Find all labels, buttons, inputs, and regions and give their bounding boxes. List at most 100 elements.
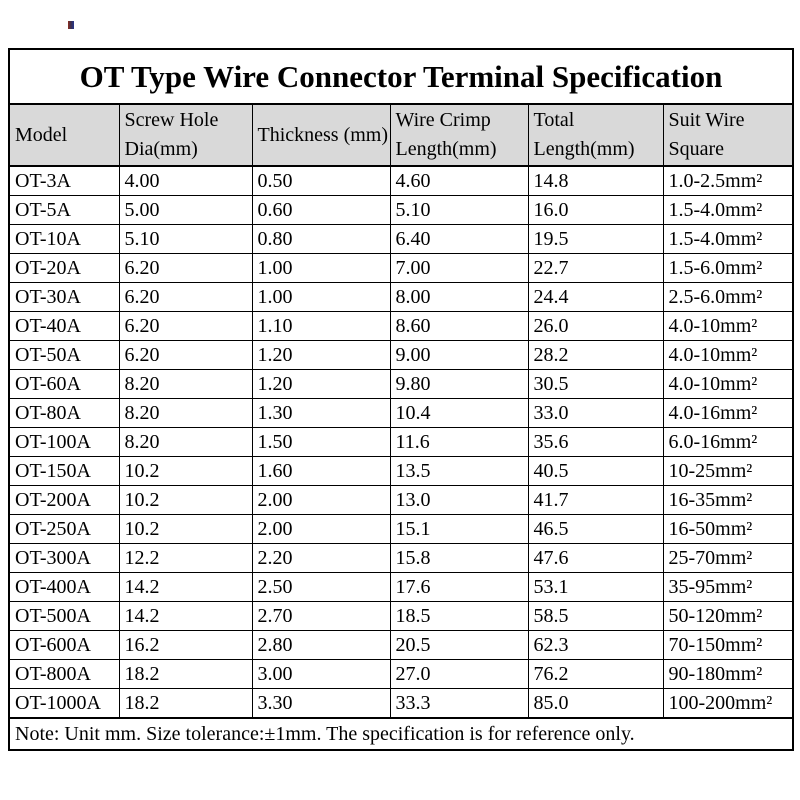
cell-model: OT-600A	[8, 630, 120, 660]
cell-screw_hole_dia: 8.20	[118, 398, 253, 428]
cell-screw_hole_dia: 4.00	[118, 165, 253, 196]
cell-suit_wire_square: 4.0-10mm²	[662, 340, 794, 370]
cell-screw_hole_dia: 6.20	[118, 340, 253, 370]
cell-model: OT-60A	[8, 369, 120, 399]
cell-thickness: 1.00	[251, 253, 391, 283]
cell-suit_wire_square: 70-150mm²	[662, 630, 794, 660]
table-row: OT-300A 12.2 2.20 15.8 47.6 25-70mm²	[8, 543, 794, 573]
table-row: OT-3A 4.00 0.50 4.60 14.8 1.0-2.5mm²	[8, 165, 794, 196]
table-row: OT-80A 8.20 1.30 10.4 33.0 4.0-16mm²	[8, 398, 794, 428]
cell-total_length: 85.0	[527, 688, 664, 719]
cell-model: OT-800A	[8, 659, 120, 689]
cell-suit_wire_square: 16-50mm²	[662, 514, 794, 544]
cell-total_length: 33.0	[527, 398, 664, 428]
cell-screw_hole_dia: 8.20	[118, 369, 253, 399]
cell-thickness: 1.30	[251, 398, 391, 428]
cell-thickness: 1.20	[251, 369, 391, 399]
cell-wire_crimp_length: 9.00	[389, 340, 529, 370]
column-header-suit_wire_square: Suit Wire Square	[662, 103, 794, 167]
cell-screw_hole_dia: 8.20	[118, 427, 253, 457]
cell-model: OT-40A	[8, 311, 120, 341]
column-header-screw_hole_dia: Screw Hole Dia(mm)	[118, 103, 253, 167]
note-text: Note: Unit mm. Size tolerance:±1mm. The …	[8, 717, 794, 751]
header-row: Model Screw Hole Dia(mm) Thickness (mm) Wir…	[8, 103, 794, 167]
column-header-wire_crimp_length: Wire Crimp Length(mm)	[389, 103, 529, 167]
cell-screw_hole_dia: 18.2	[118, 659, 253, 689]
cell-screw_hole_dia: 16.2	[118, 630, 253, 660]
cell-wire_crimp_length: 13.5	[389, 456, 529, 486]
cell-screw_hole_dia: 5.00	[118, 195, 253, 225]
table-row: OT-400A 14.2 2.50 17.6 53.1 35-95mm²	[8, 572, 794, 602]
cell-wire_crimp_length: 5.10	[389, 195, 529, 225]
cell-total_length: 40.5	[527, 456, 664, 486]
column-header-thickness: Thickness (mm)	[251, 103, 391, 167]
cell-wire_crimp_length: 13.0	[389, 485, 529, 515]
cell-wire_crimp_length: 9.80	[389, 369, 529, 399]
cell-total_length: 47.6	[527, 543, 664, 573]
cell-suit_wire_square: 6.0-16mm²	[662, 427, 794, 457]
cell-wire_crimp_length: 4.60	[389, 165, 529, 196]
table-row: OT-60A 8.20 1.20 9.80 30.5 4.0-10mm²	[8, 369, 794, 399]
cell-model: OT-10A	[8, 224, 120, 254]
spec-table: OT Type Wire Connector Terminal Specific…	[8, 48, 795, 751]
table-row: OT-30A 6.20 1.00 8.00 24.4 2.5-6.0mm²	[8, 282, 794, 312]
cell-model: OT-3A	[8, 165, 120, 196]
cell-thickness: 2.20	[251, 543, 391, 573]
cell-thickness: 0.50	[251, 165, 391, 196]
cell-model: OT-50A	[8, 340, 120, 370]
cell-total_length: 62.3	[527, 630, 664, 660]
cell-screw_hole_dia: 6.20	[118, 282, 253, 312]
cell-total_length: 22.7	[527, 253, 664, 283]
table-row: OT-20A 6.20 1.00 7.00 22.7 1.5-6.0mm²	[8, 253, 794, 283]
cell-total_length: 14.8	[527, 165, 664, 196]
cell-suit_wire_square: 100-200mm²	[662, 688, 794, 719]
cell-thickness: 2.00	[251, 514, 391, 544]
table-row: OT-800A 18.2 3.00 27.0 76.2 90-180mm²	[8, 659, 794, 689]
table-row: OT-250A 10.2 2.00 15.1 46.5 16-50mm²	[8, 514, 794, 544]
cell-screw_hole_dia: 10.2	[118, 456, 253, 486]
cell-wire_crimp_length: 15.8	[389, 543, 529, 573]
cell-model: OT-250A	[8, 514, 120, 544]
cell-thickness: 1.00	[251, 282, 391, 312]
cell-suit_wire_square: 1.5-6.0mm²	[662, 253, 794, 283]
cell-suit_wire_square: 35-95mm²	[662, 572, 794, 602]
cell-wire_crimp_length: 18.5	[389, 601, 529, 631]
table-row: OT-150A 10.2 1.60 13.5 40.5 10-25mm²	[8, 456, 794, 486]
table-row: OT-100A 8.20 1.50 11.6 35.6 6.0-16mm²	[8, 427, 794, 457]
cell-wire_crimp_length: 27.0	[389, 659, 529, 689]
cell-model: OT-1000A	[8, 688, 120, 719]
cell-thickness: 2.70	[251, 601, 391, 631]
table-body: OT Type Wire Connector Terminal Specific…	[8, 48, 794, 751]
cell-screw_hole_dia: 12.2	[118, 543, 253, 573]
cell-model: OT-500A	[8, 601, 120, 631]
cell-model: OT-300A	[8, 543, 120, 573]
cell-suit_wire_square: 50-120mm²	[662, 601, 794, 631]
cell-suit_wire_square: 90-180mm²	[662, 659, 794, 689]
cell-total_length: 16.0	[527, 195, 664, 225]
column-header-total_length: Total Length(mm)	[527, 103, 664, 167]
cell-thickness: 1.10	[251, 311, 391, 341]
cell-thickness: 0.60	[251, 195, 391, 225]
cell-model: OT-5A	[8, 195, 120, 225]
cell-model: OT-30A	[8, 282, 120, 312]
cell-suit_wire_square: 4.0-10mm²	[662, 311, 794, 341]
cell-screw_hole_dia: 10.2	[118, 485, 253, 515]
cell-total_length: 26.0	[527, 311, 664, 341]
cell-total_length: 46.5	[527, 514, 664, 544]
cell-screw_hole_dia: 5.10	[118, 224, 253, 254]
table-row: OT-50A 6.20 1.20 9.00 28.2 4.0-10mm²	[8, 340, 794, 370]
cell-model: OT-200A	[8, 485, 120, 515]
cell-suit_wire_square: 4.0-16mm²	[662, 398, 794, 428]
cell-wire_crimp_length: 6.40	[389, 224, 529, 254]
cell-total_length: 30.5	[527, 369, 664, 399]
cell-wire_crimp_length: 10.4	[389, 398, 529, 428]
cell-model: OT-100A	[8, 427, 120, 457]
cell-model: OT-20A	[8, 253, 120, 283]
cell-screw_hole_dia: 18.2	[118, 688, 253, 719]
cell-total_length: 41.7	[527, 485, 664, 515]
page-title: OT Type Wire Connector Terminal Specific…	[8, 48, 794, 105]
cell-thickness: 1.50	[251, 427, 391, 457]
cell-wire_crimp_length: 7.00	[389, 253, 529, 283]
cell-wire_crimp_length: 8.00	[389, 282, 529, 312]
